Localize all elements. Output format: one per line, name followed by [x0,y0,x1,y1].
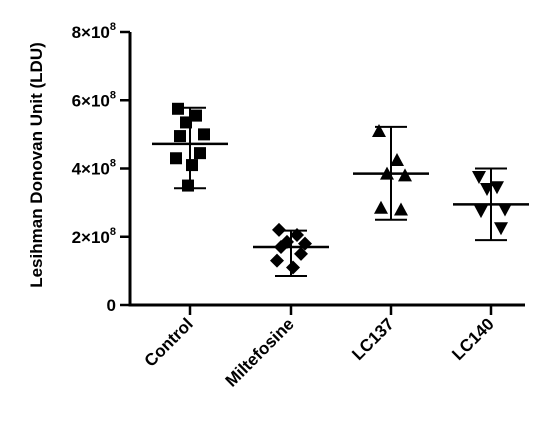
group-control [152,102,228,192]
data-point [180,116,192,129]
data-point [374,200,388,214]
data-point [198,128,210,141]
y-tick-label: 6×108 [72,89,116,110]
y-tick-label: 0 [107,296,116,315]
y-tick-label: 4×108 [72,158,116,179]
data-point [272,222,286,237]
data-point [194,147,206,160]
data-point [172,102,184,115]
data-point [294,246,308,261]
data-point [186,159,198,172]
data-point [372,123,386,137]
data-point [472,171,486,185]
group-lc137 [353,123,429,221]
data-point [290,228,304,243]
data-point [498,203,512,217]
data-point [182,179,194,192]
data-point [490,181,504,195]
y-tick-label: 2×108 [72,226,116,247]
data-point [190,109,202,122]
group-miltefosine [253,222,329,277]
data-point [286,260,300,275]
data-groups [152,102,529,277]
y-axis-ticks: 0 2×108 4×108 6×108 8×108 [72,21,130,315]
x-axis-ticks: Control Miltefosine LC137 LC140 [141,305,498,391]
y-tick-label: 8×108 [72,21,116,42]
data-point [174,130,186,143]
data-point [494,222,508,236]
data-point [170,152,182,165]
x-tick-label: LC137 [348,314,398,364]
group-lc140 [453,167,529,242]
x-tick-label: Control [141,314,197,370]
data-point [474,205,488,219]
x-tick-label: Miltefosine [222,314,298,390]
data-point [394,202,408,216]
x-tick-label: LC140 [448,314,498,364]
data-point [480,182,494,196]
data-point [270,253,284,268]
y-axis-label: Lesihman Donovan Unit (LDU) [27,42,46,288]
data-point [390,152,404,166]
